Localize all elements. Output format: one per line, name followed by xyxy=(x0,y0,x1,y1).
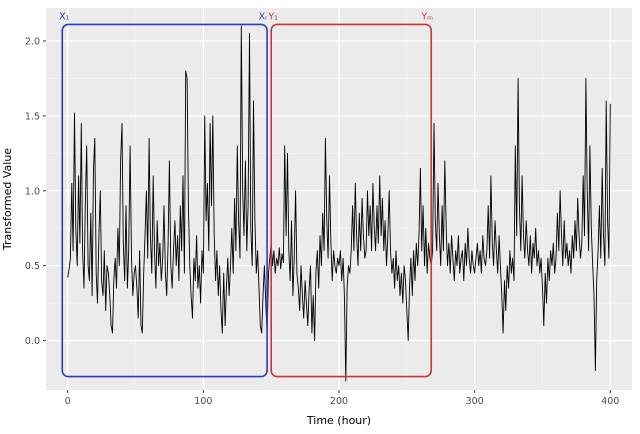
window-y-rect xyxy=(270,23,433,378)
window-x-rect xyxy=(61,23,268,378)
x-axis-title: Time (hour) xyxy=(306,414,372,427)
window-y-label-right: Yₘ xyxy=(420,11,433,22)
x-tick-label: 100 xyxy=(194,396,212,407)
x-tick-label: 300 xyxy=(466,396,484,407)
y-tick-label: 0.5 xyxy=(25,261,40,272)
window-x-label-right: Xᵣ xyxy=(259,11,269,22)
y-tick-label: 2.0 xyxy=(25,36,40,47)
y-tick-label: 0.0 xyxy=(25,336,40,347)
y-tick-label: 1.5 xyxy=(25,111,40,122)
y-axis-title: Transformed Value xyxy=(1,147,14,251)
x-tick-label: 400 xyxy=(601,396,619,407)
window-y-label-left: Y₁ xyxy=(267,11,278,22)
series-line xyxy=(67,25,611,382)
y-tick-label: 1.0 xyxy=(25,186,40,197)
x-tick-label: 200 xyxy=(330,396,348,407)
window-x-label-left: X₁ xyxy=(59,11,70,22)
x-tick-label: 0 xyxy=(65,396,71,407)
